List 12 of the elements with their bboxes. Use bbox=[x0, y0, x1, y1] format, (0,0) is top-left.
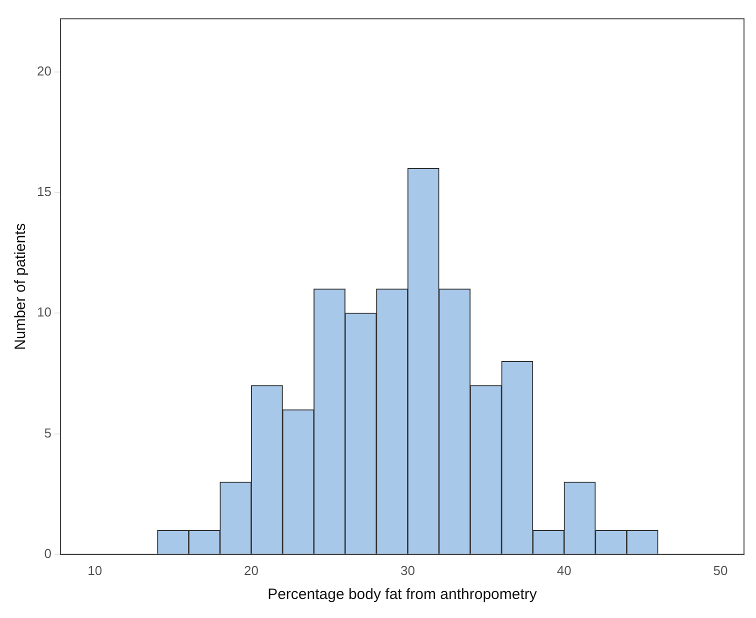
y-tick-label: 20 bbox=[36, 63, 52, 78]
x-tick-label: 30 bbox=[400, 562, 415, 578]
x-tick-label: 40 bbox=[556, 562, 572, 578]
x-tick-label: 20 bbox=[244, 562, 259, 578]
y-tick-label: 10 bbox=[36, 304, 52, 320]
y-axis-title: Number of patients bbox=[12, 223, 30, 350]
y-tick-label: 5 bbox=[44, 425, 52, 440]
x-tick-label: 50 bbox=[713, 562, 728, 578]
y-tick-label: 15 bbox=[36, 184, 52, 200]
x-axis-title: Percentage body fat from anthropometry bbox=[268, 586, 538, 604]
y-tick-label: 0 bbox=[44, 546, 52, 561]
x-tick-label: 10 bbox=[88, 562, 102, 578]
